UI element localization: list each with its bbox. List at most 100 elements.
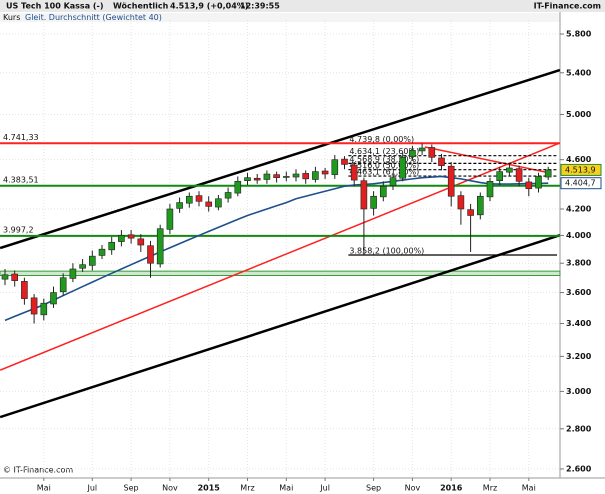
y-tick-label: 2.800 [566,424,592,433]
value-box [560,177,602,190]
candle-body [263,173,271,180]
period: Wöchentlich [113,2,169,11]
y-tick-label: 3.600 [566,288,592,297]
candle-body [59,277,67,293]
candle-body [360,180,368,210]
candle-body [98,248,106,256]
fib-label: 4.463,1 (61,80%) [349,168,419,177]
level-label: 3.997,2 [3,225,34,234]
x-tick-label: Mai [522,484,536,493]
y-tick-label: 3.000 [566,387,592,396]
candle-body [127,234,135,239]
brand: IT-Finance.com [534,2,601,11]
fib-label: 4.568,9 (38,20%) [349,155,419,164]
legend-average: Gleit. Durchschnitt (Gewichtet 40) [25,13,162,22]
support-band [0,270,561,277]
x-tick-label: Mrz [483,484,497,493]
candle-body [428,147,436,158]
candle-body [525,181,533,190]
candle-body [447,165,455,197]
candle-body [496,171,504,182]
candle-body [457,195,465,210]
candle-body [273,174,280,178]
candle-body [535,176,542,189]
x-tick-label: Sep [124,484,139,493]
x-tick-label: Mai [37,484,51,493]
header-bar [0,0,605,12]
candle-body [506,167,513,173]
candle-body [79,264,86,269]
legend-price: Kurs [3,13,20,22]
candle-body [438,157,445,166]
y-tick-label: 4.000 [566,231,592,240]
candle-body [186,195,193,204]
candle-body [11,273,18,281]
candle-body [321,170,329,175]
trendline [0,142,561,371]
candle-body [195,195,203,202]
candle-body [331,159,339,175]
candle-body [244,177,251,182]
average-line [4,175,549,322]
legend-bar [0,13,560,22]
candle-body [118,235,125,242]
fib-label: 4.634,1 (23,60%) [349,147,419,156]
fib-label: 4.739,8 (0,00%) [349,135,414,144]
candle-body [147,245,154,264]
candle-body [137,238,145,246]
x-tick-label: 2015 [198,484,221,493]
value-box-label: 4.404,7 [565,179,596,188]
y-tick-label: 5.000 [566,110,592,119]
candle-body [166,208,174,230]
candle-body [292,173,300,178]
y-tick-label: 2.600 [566,464,592,473]
candle-body [69,268,77,279]
fib-label: 4.516,0 (50,00%) [349,161,419,170]
candle-body [30,297,38,315]
candle-body [467,209,474,216]
candle-body [40,302,48,316]
candle-body [224,192,232,199]
x-tick-label: Sep [366,484,381,493]
candle-body [156,228,164,265]
candle-body [215,198,222,208]
x-tick-label: Jul [319,484,330,493]
instrument: US Tech 100 Kassa (-) [6,2,104,11]
candle-body [544,169,552,178]
trendline [0,68,561,250]
x-tick-label: Nov [405,484,421,493]
x-tick-label: 2016 [440,484,463,493]
quote: 4.513,9 (+0,04%) [170,2,248,11]
candle-body [302,173,310,180]
x-tick-label: Mai [279,484,293,493]
y-tick-label: 3.800 [566,259,592,268]
level-label: 4.383,51 [3,175,39,184]
y-tick-label: 4.200 [566,204,592,213]
candle-body [176,202,183,209]
x-tick-label: Mrz [240,484,254,493]
candle-body [350,164,358,181]
candle-body [341,158,348,165]
candle-body [1,274,9,280]
time: 12:39:55 [240,2,280,11]
candle-body [399,157,407,179]
candle-body [370,195,377,209]
candle-body [486,181,494,198]
trendline [0,233,561,419]
candle-body [108,241,115,251]
candle-body [205,201,212,207]
y-tick-label: 3.200 [566,352,592,361]
fib-label: 3.858,2 (100,00%) [349,247,424,256]
y-tick-label: 3.400 [566,319,592,328]
candle-body [389,177,397,186]
candle-body [515,168,523,182]
value-box [560,163,602,176]
candle-body [476,195,484,216]
copyright: © IT-Finance.com [3,466,73,475]
candle-body [282,176,290,178]
trendline [424,146,546,173]
value-box-label: 4.513,9 [565,165,596,174]
x-tick-label: Jul [86,484,97,493]
candle-body [234,181,242,194]
